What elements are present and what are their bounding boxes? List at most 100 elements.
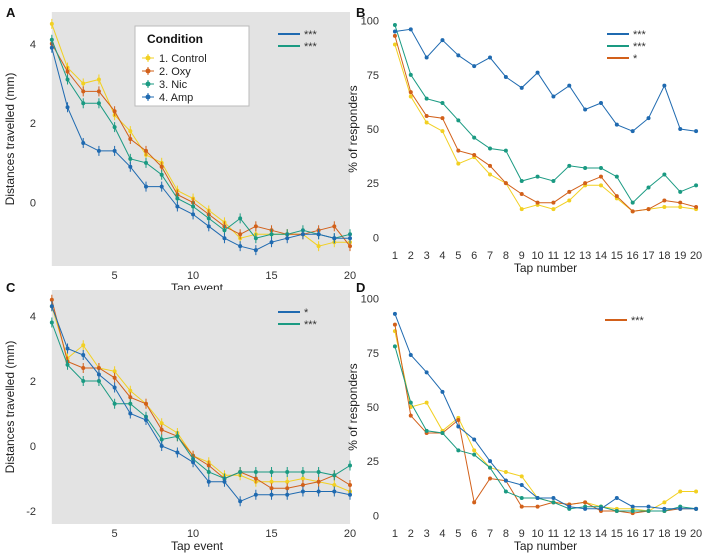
series-line <box>394 24 697 204</box>
data-point <box>65 69 70 74</box>
data-point <box>408 400 413 405</box>
data-point <box>269 232 274 237</box>
x-tick-label: 15 <box>265 270 277 282</box>
series-line <box>51 322 351 480</box>
data-point <box>503 75 508 79</box>
significance-label: * <box>633 53 638 65</box>
data-point <box>694 129 699 134</box>
data-point <box>456 53 461 58</box>
x-tick-label: 12 <box>563 528 575 540</box>
x-tick-label: 11 <box>548 250 559 262</box>
data-point <box>300 489 305 494</box>
data-point <box>551 179 556 183</box>
data-point <box>408 413 413 418</box>
data-point <box>144 401 148 406</box>
x-tick-label: 14 <box>595 528 607 540</box>
data-point <box>662 205 667 209</box>
legend-entry: 2. Oxy <box>159 66 191 78</box>
data-point <box>316 244 321 249</box>
data-point <box>316 479 321 484</box>
data-point <box>408 94 413 99</box>
x-tick-label: 11 <box>548 528 559 540</box>
legend-swatch-point <box>145 68 151 74</box>
data-point <box>392 322 397 327</box>
data-point <box>440 431 445 435</box>
data-point <box>316 489 321 494</box>
data-point <box>408 90 413 95</box>
x-tick-label: 16 <box>627 528 639 540</box>
data-point <box>191 212 196 217</box>
significance-label: *** <box>631 315 645 327</box>
y-axis-label: Distances travelled (mm) <box>3 341 17 474</box>
data-point <box>332 489 337 494</box>
data-point <box>567 83 572 88</box>
data-point <box>551 207 556 212</box>
y-tick-label: 75 <box>367 70 379 82</box>
data-point <box>159 164 164 169</box>
data-point <box>646 504 651 509</box>
data-point <box>206 224 211 229</box>
data-point <box>535 70 540 75</box>
x-axis-label: Tap number <box>514 261 577 275</box>
x-tick-label: 19 <box>674 528 686 540</box>
data-point <box>535 496 540 500</box>
x-tick-label: 10 <box>531 250 543 262</box>
data-point <box>392 23 397 27</box>
series-line <box>394 35 697 212</box>
data-point <box>348 492 352 497</box>
data-point <box>694 489 699 494</box>
data-point <box>598 506 603 511</box>
data-point <box>285 470 290 474</box>
data-point <box>206 463 211 468</box>
data-point <box>238 499 243 504</box>
data-point <box>112 109 117 114</box>
data-point <box>646 509 651 513</box>
data-point <box>456 148 461 153</box>
data-point <box>614 509 619 513</box>
data-point <box>348 463 352 468</box>
data-point <box>332 483 337 487</box>
data-point <box>440 129 445 134</box>
series-line <box>51 299 351 489</box>
data-point <box>488 172 493 177</box>
data-point <box>424 55 429 60</box>
data-point <box>630 200 635 205</box>
x-tick-label: 10 <box>187 528 199 540</box>
data-point <box>614 174 619 179</box>
data-point <box>49 37 54 42</box>
data-point <box>206 470 211 474</box>
data-point <box>630 504 635 509</box>
data-point <box>583 107 588 112</box>
series-line <box>51 43 351 247</box>
data-point <box>159 427 164 432</box>
data-point <box>96 148 101 153</box>
legend-title: Condition <box>147 32 203 46</box>
data-point <box>456 418 461 422</box>
x-tick-label: 1 <box>392 528 398 540</box>
series-amp <box>392 311 699 511</box>
data-point <box>519 179 524 183</box>
data-point <box>159 172 164 177</box>
data-point <box>112 369 117 374</box>
data-point <box>222 236 227 241</box>
panel-label: B <box>356 5 365 20</box>
data-point <box>662 198 667 203</box>
data-point <box>630 509 635 513</box>
y-tick-label: 0 <box>373 510 379 522</box>
data-point <box>424 120 429 125</box>
data-point <box>488 163 493 168</box>
data-point <box>598 166 603 170</box>
y-axis-label: % of responders <box>346 85 360 172</box>
data-point <box>332 236 337 241</box>
series-line <box>394 44 697 212</box>
significance-label: *** <box>304 319 318 331</box>
data-point <box>662 172 667 177</box>
data-point <box>551 94 556 99</box>
x-tick-label: 7 <box>487 528 493 540</box>
panel-c: C -2 0 2 4 5 10 15 20 Tap event Distances travelle… <box>3 280 356 553</box>
legend-swatch-point <box>145 55 151 61</box>
x-tick-label: 4 <box>439 250 445 262</box>
data-point <box>678 189 683 194</box>
